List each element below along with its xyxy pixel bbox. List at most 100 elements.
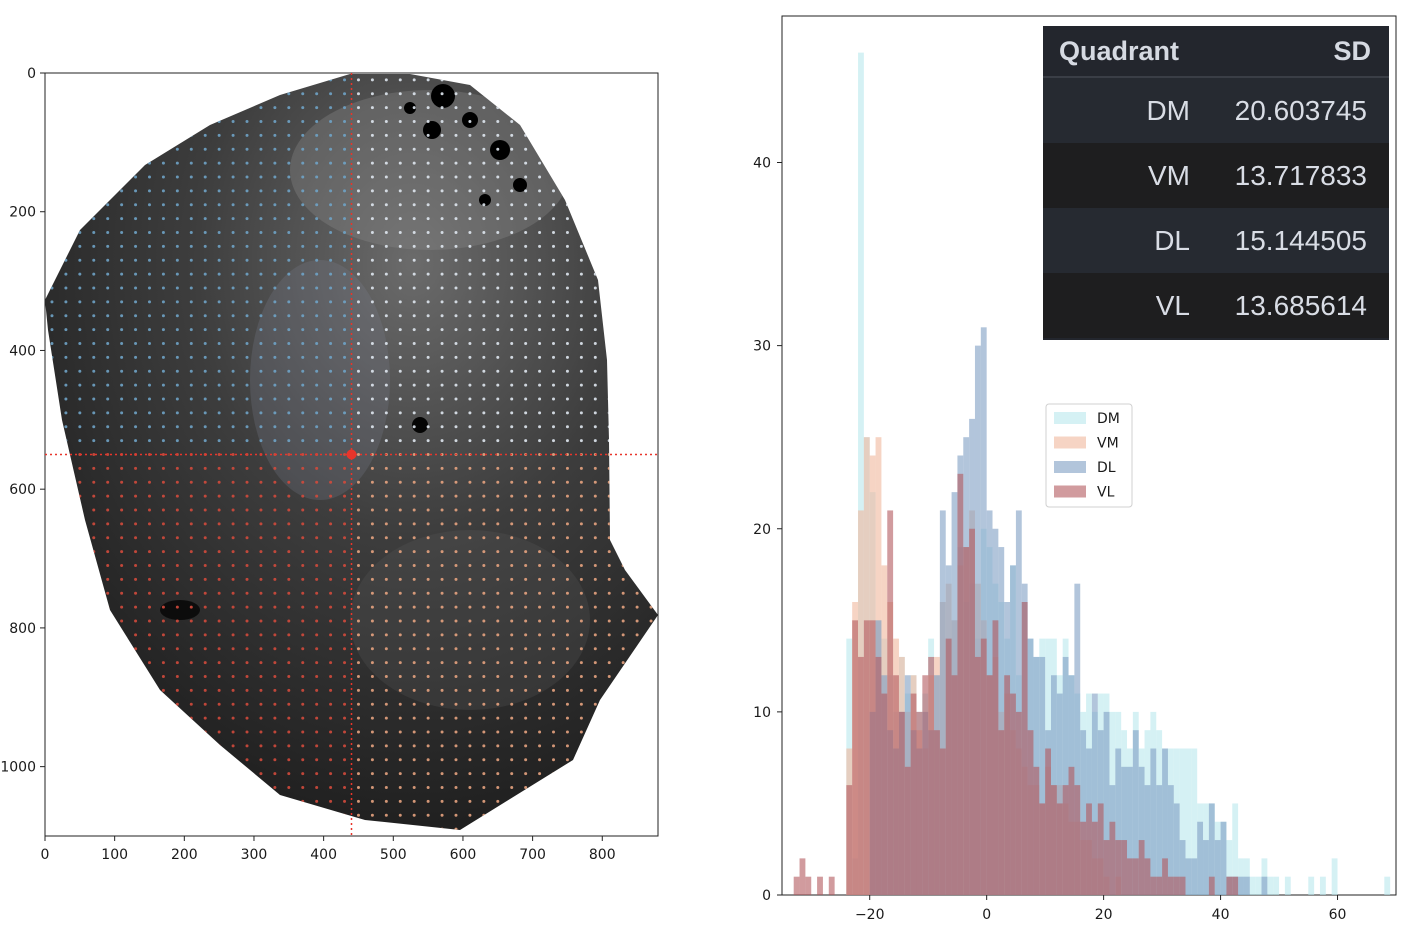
grid-point: [370, 799, 374, 803]
grid-point: [412, 453, 416, 456]
grid-point: [189, 258, 193, 262]
grid-point: [245, 175, 249, 179]
grid-point: [287, 453, 291, 456]
grid-point: [426, 78, 430, 82]
grid-point: [482, 550, 486, 554]
grid-point: [217, 133, 221, 137]
grid-point: [245, 480, 249, 484]
grid-point: [301, 397, 305, 401]
grid-point: [231, 439, 235, 443]
grid-point: [315, 591, 319, 595]
grid-point: [301, 730, 305, 734]
grid-point: [538, 425, 542, 429]
grid-point: [565, 536, 569, 540]
grid-point: [426, 508, 430, 512]
grid-point: [538, 508, 542, 512]
grid-point: [440, 716, 444, 720]
grid-point: [565, 591, 569, 595]
grid-point: [370, 217, 374, 221]
grid-point: [426, 425, 430, 429]
grid-point: [217, 439, 221, 443]
grid-point: [329, 466, 333, 470]
grid-point: [217, 286, 221, 290]
grid-point: [482, 189, 486, 193]
grid-point: [565, 300, 569, 304]
grid-point: [315, 383, 319, 387]
grid-point: [552, 674, 556, 678]
grid-point: [301, 217, 305, 221]
grid-point: [120, 383, 124, 387]
grid-point: [440, 342, 444, 346]
grid-point: [524, 161, 528, 165]
grid-point: [524, 383, 528, 387]
grid-point: [482, 286, 486, 290]
grid-point: [524, 591, 528, 595]
grid-point: [621, 591, 625, 595]
grid-point: [217, 619, 221, 623]
grid-point: [552, 244, 556, 248]
grid-point: [189, 674, 193, 678]
y-tick-label: 30: [753, 339, 771, 355]
grid-point: [217, 147, 221, 151]
grid-point: [593, 661, 597, 665]
grid-point: [356, 92, 360, 96]
grid-point: [78, 480, 82, 484]
grid-point: [565, 494, 569, 498]
grid-point: [524, 702, 528, 706]
grid-point: [384, 133, 388, 137]
grid-point: [217, 217, 221, 221]
grid-point: [524, 758, 528, 762]
grid-point: [356, 453, 360, 456]
grid-point: [329, 286, 333, 290]
grid-point: [454, 425, 458, 429]
grid-point: [203, 383, 207, 387]
grid-point: [189, 203, 193, 207]
grid-point: [231, 536, 235, 540]
histogram-bar: [1226, 876, 1233, 895]
grid-point: [329, 494, 333, 498]
grid-point: [78, 258, 82, 262]
grid-point: [259, 175, 263, 179]
grid-point: [161, 189, 165, 193]
grid-point: [496, 203, 500, 207]
grid-point: [482, 453, 486, 456]
grid-point: [565, 244, 569, 248]
grid-point: [329, 106, 333, 110]
grid-point: [496, 466, 500, 470]
grid-point: [370, 577, 374, 581]
grid-point: [524, 647, 528, 651]
grid-point: [287, 716, 291, 720]
grid-point: [398, 619, 402, 623]
grid-point: [356, 577, 360, 581]
grid-point: [147, 314, 151, 318]
grid-point: [398, 785, 402, 789]
grid-point: [175, 411, 179, 415]
grid-point: [496, 522, 500, 526]
grid-point: [426, 730, 430, 734]
grid-point: [231, 550, 235, 554]
grid-point: [217, 203, 221, 207]
series-vl: [793, 473, 1239, 895]
grid-point: [217, 411, 221, 415]
grid-point: [398, 369, 402, 373]
grid-point: [287, 286, 291, 290]
grid-point: [273, 355, 277, 359]
grid-point: [426, 633, 430, 637]
grid-point: [329, 744, 333, 748]
grid-point: [120, 342, 124, 346]
grid-point: [106, 231, 110, 235]
grid-point: [370, 661, 374, 665]
grid-point: [482, 744, 486, 748]
grid-point: [370, 342, 374, 346]
grid-point: [287, 147, 291, 151]
grid-point: [607, 674, 611, 678]
grid-point: [231, 508, 235, 512]
grid-point: [273, 244, 277, 248]
histogram-bar: [1074, 785, 1081, 895]
grid-point: [579, 688, 583, 692]
histogram-bar: [1103, 711, 1110, 895]
grid-point: [524, 619, 528, 623]
grid-point: [565, 411, 569, 415]
grid-point: [552, 189, 556, 193]
histogram-bar: [1033, 766, 1040, 895]
